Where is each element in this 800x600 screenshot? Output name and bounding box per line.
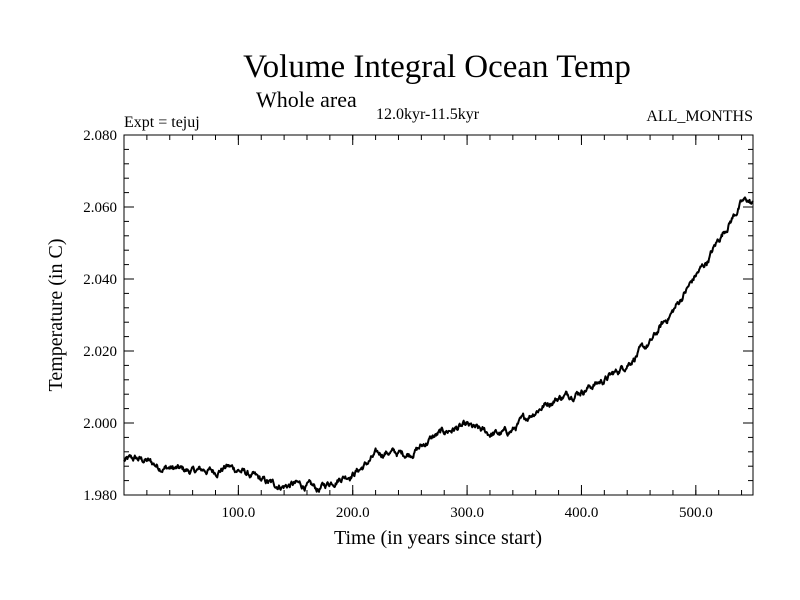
- axis-ticks: [124, 134, 753, 496]
- y-tick-label: 2.060: [83, 200, 117, 216]
- x-tick-label: 300.0: [450, 505, 484, 521]
- x-tick-label: 100.0: [221, 505, 255, 521]
- temperature-series-line: [123, 196, 754, 493]
- months-label: ALL_MONTHS: [646, 108, 753, 125]
- x-tick-label: 200.0: [336, 505, 370, 521]
- plot-frame: [123, 134, 754, 496]
- y-tick-label: 1.980: [83, 488, 117, 504]
- y-tick-label: 2.020: [83, 344, 117, 360]
- y-tick-labels: 1.980 2.000 2.020 2.040 2.060 2.080: [83, 128, 117, 504]
- x-tick-labels: 100.0 200.0 300.0 400.0 500.0: [221, 505, 712, 521]
- y-tick-label: 2.000: [83, 416, 117, 432]
- y-axis-label: Temperature (in C): [45, 239, 67, 392]
- y-tick-label: 2.040: [83, 272, 117, 288]
- period-label: 12.0kyr-11.5kyr: [376, 106, 480, 123]
- expt-label: Expt = tejuj: [124, 114, 200, 131]
- chart-subtitle: Whole area: [256, 87, 357, 112]
- x-axis-label: Time (in years since start): [334, 527, 542, 549]
- y-tick-label: 2.080: [83, 128, 117, 144]
- x-tick-label: 400.0: [565, 505, 599, 521]
- chart-title: Volume Integral Ocean Temp: [243, 49, 631, 85]
- x-tick-label: 500.0: [679, 505, 713, 521]
